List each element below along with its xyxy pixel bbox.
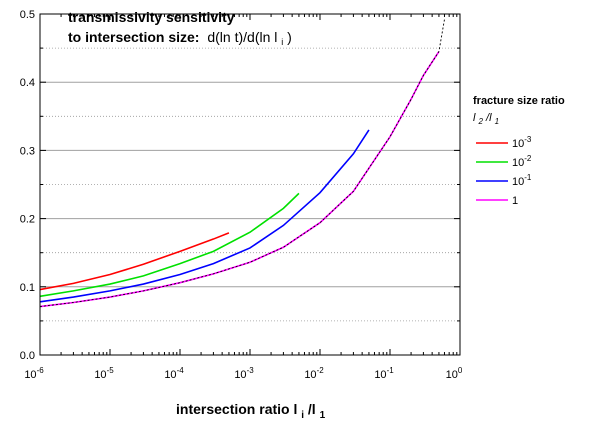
legend-label: 10-2 [512,154,532,169]
legend-label: 10-3 [512,135,532,150]
chart-title-end: ) [287,29,292,45]
legend-entries: 10-3 10-2 10-1 1 [476,135,532,207]
x-tick-label: 10-4 [164,366,184,381]
legend-subtitle-l: l [473,112,476,124]
grid-lines [40,47,460,322]
x-tick-label: 10-5 [94,366,114,381]
legend-label: 1 [512,195,518,207]
chart-title-line1: transmissivity sensitivity [68,9,235,25]
chart-title-line2: to intersection size: d(ln t)/d(ln l i ) [68,29,292,48]
x-tick-label: 10-3 [234,366,254,381]
chart-title-formula: d(ln t)/d(ln l [207,29,277,45]
legend-title: fracture size ratio [473,95,565,107]
series-line-4 [39,51,440,308]
series-line-1 [39,232,230,291]
chart-title-subscript: i [281,37,283,47]
y-tick-label: 0.5 [20,9,35,21]
series-line-dashed-reference [39,19,445,308]
x-axis-label-sub1: i [301,410,304,421]
y-tick-label: 0.2 [20,214,35,226]
x-axis-label-sub2: 1 [320,410,326,421]
series-line-3 [39,129,370,303]
y-tick-label: 0.4 [20,77,35,89]
legend-subtitle-sub1: 2 [478,117,484,126]
x-tick-label: 10-6 [24,366,44,381]
x-tick-label: 10-2 [304,366,324,381]
x-axis-label: intersection ratio l i /l 1 [176,401,326,421]
series-line-2 [39,192,300,298]
y-tick-label: 0.0 [20,350,35,362]
y-tick-label: 0.3 [20,145,35,157]
legend: fracture size ratio l 2 /l 1 10-310-210-… [473,95,565,207]
chart-title-bold: to intersection size: [68,29,199,45]
series-lines [39,19,445,308]
x-tick-label: 100 [446,366,463,381]
x-axis-label-main: intersection ratio l [176,401,297,417]
legend-label: 10-1 [512,173,532,188]
x-axis-label-slash: /l [308,401,316,417]
legend-subtitle-slash: /l [485,112,492,124]
legend-subtitle: l 2 /l 1 [473,112,499,127]
axis-ticks: 0.0 0.1 0.2 0.3 0.4 0.5 10-6 10-5 10-4 10-3 10-2 10… [20,9,463,381]
legend-subtitle-sub2: 1 [495,117,499,126]
y-tick-label: 0.1 [20,282,35,294]
x-tick-label: 10-1 [374,366,394,381]
